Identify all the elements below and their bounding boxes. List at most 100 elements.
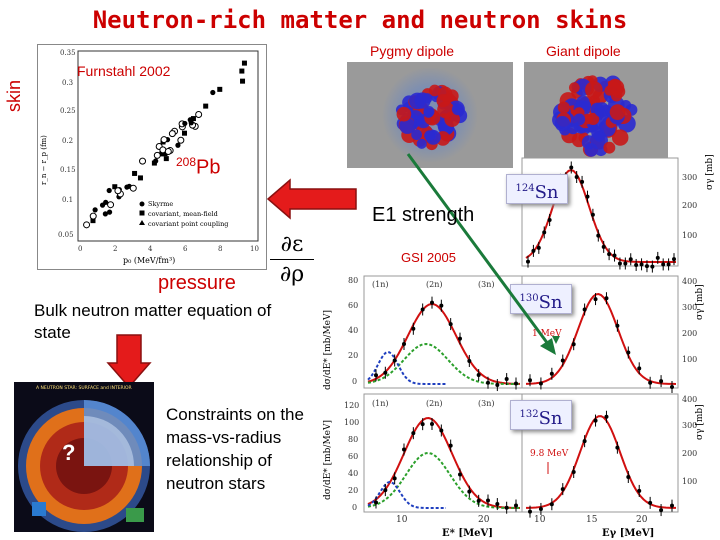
annotation-1mev: 1 MeV [532,329,562,339]
scatter-point-point-coupling [89,212,97,220]
x-ticks-right: 10 15 20 [534,515,648,525]
neutron-star-question-mark: ? [62,440,76,465]
scatter-point-covariant [151,160,157,166]
scatter-point-point-coupling [107,201,115,209]
scatter-point-covariant [239,68,245,74]
data-point [549,371,554,376]
data-point [569,165,574,170]
data-point [476,498,481,503]
nucleon-blob [587,112,600,126]
data-point [486,498,490,503]
data-point [374,500,378,505]
scatter-point-skyrme [188,120,194,126]
scatter-point-point-coupling [129,184,137,192]
x-ticks-left: 10 20 [396,515,490,525]
data-point [628,257,633,262]
svg-text:10: 10 [534,515,546,525]
data-point [531,248,536,253]
nucleon-blob [611,129,629,146]
svg-text:80: 80 [348,276,358,285]
data-point [402,341,406,346]
nucleon-blob [568,82,580,94]
data-point [526,259,530,264]
scatter-point-point-coupling [83,221,91,229]
nucleon-blob [399,117,416,134]
svg-text:200: 200 [682,449,697,458]
svg-text:0.05: 0.05 [58,231,74,239]
x-axis-label: p₀ (MeV/fm³) [123,256,175,265]
data-point [504,505,509,510]
data-point [514,503,518,508]
scatter-point-skyrme [106,209,113,215]
scatter-point-covariant [163,156,169,162]
y-ticks-132-left: 0 20 40 60 80 100 120 [344,401,359,512]
svg-text:120: 120 [344,401,359,410]
scatter-point-covariant [182,130,188,136]
y-ticks-130-right: 100 200 300 400 [682,277,697,364]
data-point [585,194,590,199]
scatter-point-skyrme [92,207,98,213]
svg-text:100: 100 [344,418,359,427]
svg-text:40: 40 [348,326,358,335]
data-point [430,422,434,427]
neutron-star-image: A NEUTRON STAR: SURFACE and INTERIOR [14,382,154,532]
data-point [392,476,397,481]
y-ticks-132-right: 100 200 300 400 [682,395,697,486]
scatter-point-covariant [112,184,118,190]
nucleon-blob [609,104,626,121]
data-point [458,336,462,341]
svg-text:300: 300 [682,303,697,312]
scatter-point-skyrme [99,202,106,208]
sn130-badge: 130Sn [510,284,572,314]
y-tick-labels: 0.35 0.3 0.25 0.2 0.15 0.1 0.05 [58,49,76,239]
data-point [580,179,585,184]
pygmy-dipole-image [347,62,513,168]
scatter-point-covariant [190,116,196,122]
nucleon-blob [396,106,412,122]
data-point [549,502,554,507]
y-ticks-124: 300 200 100 [682,173,697,240]
data-point [538,506,543,511]
svg-text:(1n): (1n) [372,280,388,289]
svg-text:300: 300 [682,173,697,182]
svg-text:0: 0 [352,503,357,512]
svg-text:(1n): (1n) [372,399,388,408]
scatter-points [83,60,247,229]
scatter-point-point-coupling [168,130,176,138]
data-point [670,503,674,508]
scatter-point-covariant [90,218,96,224]
data-point [430,300,434,305]
scatter-point-covariant [162,151,168,157]
svg-text:0.25: 0.25 [60,107,76,115]
data-point [458,472,462,477]
svg-text:200: 200 [682,329,697,338]
data-point [590,212,595,217]
data-point [604,296,609,301]
sn-data-panels: 300 200 100 σγ [mb] (1n) (2n) (3n) 0 20 … [316,150,720,540]
scatter-point-skyrme [182,120,188,127]
data-point [648,380,653,385]
data-point [601,244,606,249]
scatter-point-covariant [203,103,209,109]
svg-text:10: 10 [250,245,259,253]
svg-text:20: 20 [348,351,358,360]
svg-text:15: 15 [586,515,598,525]
pygmy-dipole-title: Pygmy dipole [370,43,455,59]
data-point [604,414,609,419]
data-point [495,383,500,388]
svg-text:0.1: 0.1 [62,196,73,204]
data-point [617,261,622,266]
nucleon-blob [411,129,422,141]
pb208-label: 208Pb [176,155,221,179]
svg-text:400: 400 [682,395,697,404]
data-point [547,218,552,223]
svg-text:10: 10 [396,515,408,525]
data-point [514,381,518,386]
svg-text:20: 20 [636,515,648,525]
svg-text:8: 8 [218,245,222,253]
data-point [392,358,397,363]
nucleon-blob [603,141,616,154]
y-right-label-132: σγ [mb] [695,404,705,440]
data-point [659,508,664,513]
scatter-point-point-coupling [164,148,172,156]
